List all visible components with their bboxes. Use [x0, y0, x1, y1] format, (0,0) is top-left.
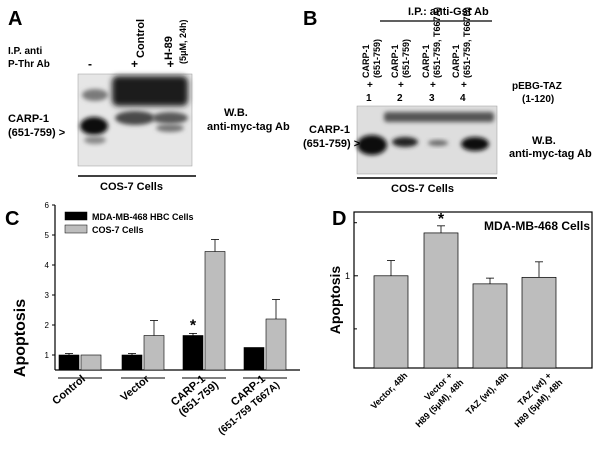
- panel-b-lane-2-line1: CARP-1: [390, 44, 400, 78]
- panel-a-sign-2: +: [131, 57, 138, 71]
- panel-b-lane-3-num: 3: [429, 93, 435, 104]
- panel-a-band-label-2: (651-759) >: [8, 127, 65, 139]
- panel-a-cells: COS-7 Cells: [100, 181, 163, 193]
- panel-c-y-tick-label: 2: [45, 321, 50, 330]
- panel-d: D Apoptosis 1* MDA-MB-468 Cells Vector, …: [327, 208, 593, 429]
- panel-a-sign-1: -: [88, 57, 92, 71]
- panel-b-wb-line1: W.B.: [532, 135, 556, 147]
- panel-b-lane-3-line2: (651-759, T667A): [432, 7, 442, 78]
- panel-c-y-tick-label: 4: [45, 261, 50, 270]
- panel-b-band-label-2: (651-759) >: [303, 138, 360, 150]
- panel-d-plot: 1*: [345, 211, 593, 369]
- panel-b-lane-4-line1: CARP-1: [451, 44, 461, 78]
- panel-b-lane-1-num: 1: [366, 93, 372, 104]
- panel-c-legend-label-1: MDA-MB-468 HBC Cells: [92, 212, 194, 222]
- panel-a-col-control: Control: [135, 19, 147, 58]
- panel-c-bar: [58, 354, 80, 371]
- panel-c-bar: [143, 335, 165, 371]
- panel-b-lane-1-sign: +: [367, 80, 373, 91]
- panel-b-lane-4-num: 4: [460, 93, 466, 104]
- panel-c-letter: C: [5, 208, 19, 230]
- panel-a-col-h89: H-89: [163, 36, 175, 60]
- panel-b-lane-2-line2: (651-759): [401, 39, 411, 78]
- panel-d-xlabel-3: TAZ (wt), 48h: [464, 370, 511, 417]
- panel-b-cells: COS-7 Cells: [391, 183, 454, 195]
- panel-d-bar: [423, 232, 459, 369]
- panel-a-sign-3: +: [167, 57, 174, 71]
- panel-c-significance: *: [190, 317, 197, 334]
- panel-b-construct-2: (1-120): [522, 94, 554, 105]
- panel-c-bar: [204, 251, 226, 371]
- panel-d-xlabel-1: Vector, 48h: [369, 370, 410, 411]
- panel-c-bar: [182, 335, 204, 371]
- panel-c-legend-swatch-1: [64, 211, 88, 221]
- panel-c-y-tick-label: 6: [45, 201, 50, 210]
- panel-c-bar: [243, 347, 265, 371]
- panel-a-wb-line1: W.B.: [224, 107, 248, 119]
- panel-b-construct-1: pEBG-TAZ: [512, 81, 562, 92]
- panel-b-lane-1-line2: (651-759): [372, 39, 382, 78]
- panel-c-xlabels: Control Vector CARP-1 (651-759) CARP-1 (…: [50, 373, 282, 438]
- panel-b-letter: B: [303, 8, 317, 30]
- panel-b-lane-3-sign: +: [430, 80, 436, 91]
- panel-b: B I.P.: anti-Gst Ab CARP-1 (651-759) CAR…: [303, 6, 592, 195]
- panel-b-lane-4-sign: +: [461, 80, 467, 91]
- panel-c-bar: [265, 318, 287, 371]
- panel-d-significance: *: [438, 211, 445, 228]
- panel-d-ylabel: Apoptosis: [327, 266, 343, 335]
- panel-c-y-tick-label: 1: [45, 351, 50, 360]
- panel-b-lane-2-num: 2: [397, 93, 403, 104]
- panel-a-col-h89-dose: (5μM, 24h): [178, 19, 188, 64]
- panel-d-bar: [373, 275, 409, 369]
- panel-c-y-tick-label: 3: [45, 291, 50, 300]
- panel-d-title: MDA-MB-468 Cells: [484, 219, 590, 233]
- panel-b-lane-4-line2: (651-759, T667D): [462, 7, 472, 78]
- panel-c-legend: MDA-MB-468 HBC Cells COS-7 Cells: [64, 211, 194, 235]
- panel-b-blot: [356, 105, 498, 175]
- panel-c-legend-swatch-2: [64, 224, 88, 234]
- panel-c-bar: [80, 354, 102, 371]
- panel-b-lane-3-line1: CARP-1: [421, 44, 431, 78]
- panel-a-letter: A: [8, 8, 22, 30]
- panel-a-band-label-1: CARP-1: [8, 113, 49, 125]
- panel-a-ip-line2: P-Thr Ab: [8, 59, 50, 70]
- panel-c-bar: [121, 354, 143, 371]
- panel-b-lane-1-line1: CARP-1: [361, 44, 371, 78]
- panel-d-bar: [472, 283, 508, 369]
- panel-d-bar: [521, 276, 557, 369]
- panel-b-band-label-1: CARP-1: [309, 124, 350, 136]
- panel-d-y-tick-label: 1: [345, 271, 350, 281]
- panel-c-ylabel: Apoptosis: [12, 299, 29, 377]
- panel-b-wb-line2: anti-myc-tag Ab: [509, 148, 592, 160]
- panel-a: A I.P. anti P-Thr Ab Control H-89 (5μM, …: [8, 8, 290, 193]
- panel-c-y-tick-label: 5: [45, 231, 50, 240]
- panel-c: C Apoptosis MDA-MB-468 HBC Cells COS-7 C…: [5, 201, 300, 437]
- panel-a-wb-line2: anti-myc-tag Ab: [207, 121, 290, 133]
- panel-d-xlabels: Vector, 48h Vector + H89 (5μM), 48h TAZ …: [369, 370, 565, 429]
- panel-b-lane-2-sign: +: [398, 80, 404, 91]
- panel-c-legend-label-2: COS-7 Cells: [92, 225, 144, 235]
- panel-d-letter: D: [332, 208, 346, 230]
- panel-a-blot: [77, 73, 193, 167]
- panel-c-xlabel-2: Vector: [118, 373, 152, 404]
- panel-b-ip: I.P.: anti-Gst Ab: [408, 6, 489, 18]
- panel-a-ip-line1: I.P. anti: [8, 46, 42, 57]
- panel-c-plot: 1 2 3 4 5 6 *: [45, 201, 300, 379]
